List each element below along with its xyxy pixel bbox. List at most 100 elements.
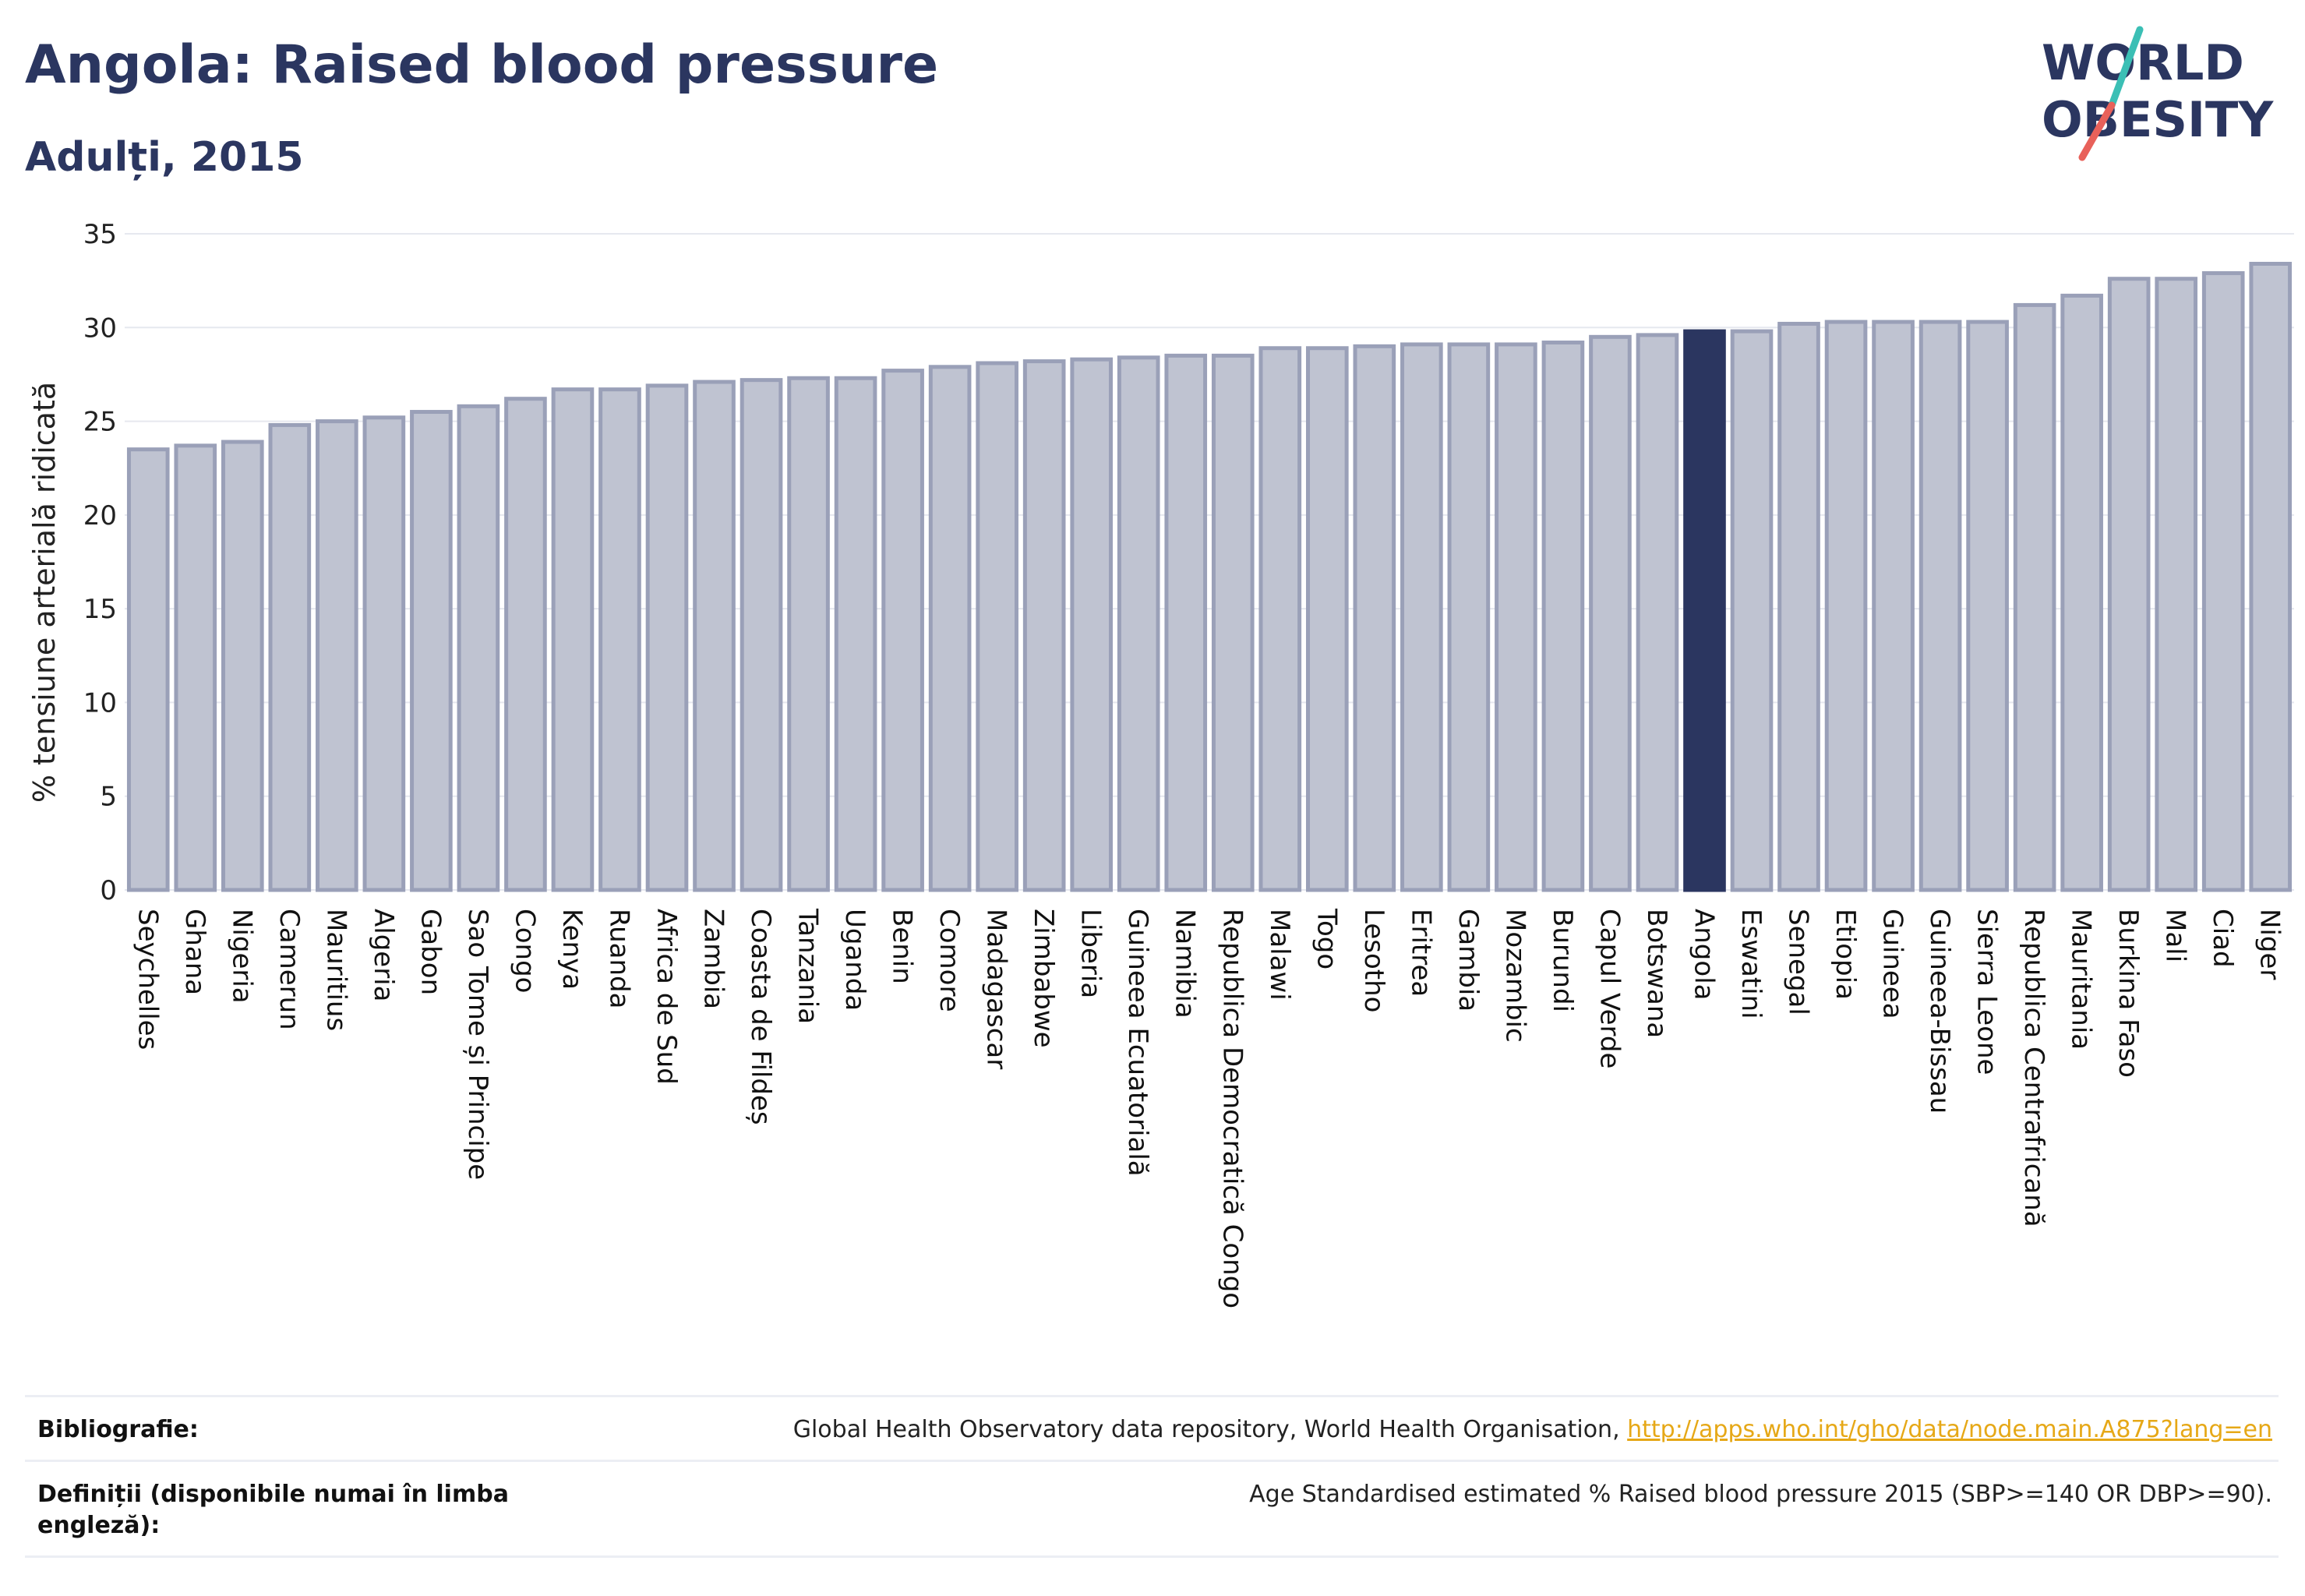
bar-zambia[interactable] [693,380,736,892]
y-tick-label: 20 [83,500,117,531]
x-tick-label: Malawi [1264,909,1295,1001]
bar-nigeria[interactable] [221,440,264,892]
x-tick-label: Uganda [839,909,870,1011]
bar-lesotho[interactable] [1353,344,1396,892]
bar-tanzania[interactable] [787,376,830,892]
bar-guineea-ecuatorial-[interactable] [1117,355,1160,892]
bar-namibia[interactable] [1164,353,1208,892]
bar-benin[interactable] [881,369,924,892]
bar-mozambic[interactable] [1495,342,1537,892]
bar-mauritania[interactable] [2060,293,2103,892]
x-tick-label: Sierra Leone [1971,909,2003,1075]
x-tick-label: Mauritius [320,909,351,1031]
x-tick-label: Guineea [1877,909,1908,1019]
x-tick-label: Coasta de Fildeș [745,909,776,1125]
bar-togo[interactable] [1305,346,1349,892]
x-tick-label: Zimbabwe [1028,909,1059,1048]
x-tick-label: Eritrea [1405,909,1436,997]
x-tick-label: Africa de Sud [651,909,682,1085]
x-tick-label: Ghana [179,909,210,995]
bibliography-text: Global Health Observatory data repositor… [793,1414,2279,1446]
bar-burundi[interactable] [1541,341,1585,892]
x-tick-label: Burkina Faso [2113,909,2144,1078]
chart-title: Angola: Raised blood pressure [25,34,939,96]
bar-liberia[interactable] [1070,357,1114,892]
y-axis-ticks: 0 5 10 15 20 25 30 35 [83,219,117,906]
bar-comore[interactable] [928,365,972,892]
bibliography-row: Bibliografie: Global Health Observatory … [25,1395,2279,1460]
chart-footer: Bibliografie: Global Health Observatory … [25,1395,2279,1558]
bar-sao-tome-i-principe[interactable] [457,404,500,892]
logo-slash-teal [2108,26,2144,109]
x-tick-label: Zambia [698,909,729,1009]
bar-congo[interactable] [504,397,547,892]
world-obesity-logo[interactable]: WORLD OBESITY [2026,23,2291,164]
bar-mali[interactable] [2155,277,2198,892]
x-tick-label: Eswatini [1735,909,1767,1019]
bar-etiopia[interactable] [1824,320,1868,892]
x-tick-label: Senegal [1783,909,1814,1015]
x-tick-label: Mauritania [2066,909,2097,1050]
x-tick-label: Kenya [556,909,588,990]
x-tick-label: Gambia [1453,909,1484,1012]
bar-madagascar[interactable] [976,361,1018,892]
bar-botswana[interactable] [1636,333,1679,892]
bar-capul-verde[interactable] [1589,334,1632,892]
bibliography-link[interactable]: http://apps.who.int/gho/data/node.main.A… [1627,1416,2272,1443]
bar-eritrea[interactable] [1400,342,1443,892]
bar-guineea-bissau[interactable] [1918,320,1962,892]
bar-uganda[interactable] [834,376,877,892]
x-tick-label: Sao Tome și Principe [462,909,493,1180]
bar-chart: 0 5 10 15 20 25 30 35 % tensiune arterială ridi… [27,219,2294,1308]
bar-mauritius[interactable] [316,419,358,892]
bar-ruanda[interactable] [598,387,641,892]
bar-malawi[interactable] [1258,346,1302,892]
x-tick-label: Gabon [415,909,446,995]
bar-zimbabwe[interactable] [1022,359,1066,892]
bar-republica-centrafrican-[interactable] [2013,302,2056,892]
x-tick-label: Tanzania [792,908,824,1024]
y-tick-label: 30 [83,312,117,344]
x-tick-label: Liberia [1075,909,1107,998]
y-tick-label: 10 [83,687,117,719]
bar-niger[interactable] [2249,261,2293,892]
bar-kenya[interactable] [551,387,595,892]
bar-ghana[interactable] [174,443,217,892]
x-tick-label: Ciad [2207,909,2238,968]
x-tick-label: Algeria [368,909,399,1001]
bar-angola[interactable] [1683,329,1726,892]
bar-seychelles[interactable] [126,447,170,892]
bar-senegal[interactable] [1777,321,1820,892]
bar-eswatini[interactable] [1730,329,1774,892]
bar-algeria[interactable] [362,415,406,892]
y-tick-label: 35 [83,219,117,250]
x-tick-label: Nigeria [226,909,257,1004]
y-tick-label: 5 [100,782,117,813]
x-tick-label: Benin [887,909,918,984]
x-tick-label: Madagascar [981,909,1012,1069]
bar-sierra-leone[interactable] [1966,320,2009,892]
y-axis-label: % tensiune arterială ridicată [27,382,62,803]
x-tick-label: Etiopia [1830,909,1861,1000]
x-axis-ticks: Seychelles Ghana Nigeria Camerun Mauritius Al… [132,908,2285,1308]
bar-africa-de-sud[interactable] [645,383,689,892]
bibliography-source: Global Health Observatory data repositor… [792,1416,1628,1443]
x-tick-label: Republica Centrafricană [2018,909,2049,1227]
bar-gambia[interactable] [1447,342,1491,892]
bar-burkina-faso[interactable] [2107,277,2151,892]
x-tick-label: Capul Verde [1594,909,1625,1068]
bar-coasta-de-filde-[interactable] [740,378,783,892]
x-tick-label: Lesotho [1358,909,1389,1012]
bar-guineea[interactable] [1872,320,1915,892]
definitions-label: Definiții (disponibile numai în limba en… [37,1481,509,1539]
bar-gabon[interactable] [410,410,453,892]
bar-ciad[interactable] [2201,271,2245,892]
bar-camerun[interactable] [268,422,312,892]
bars [126,261,2293,892]
definitions-row: Definiții (disponibile numai în limba en… [25,1460,2279,1558]
y-tick-label: 25 [83,407,117,438]
bar-republica-democratic-congo[interactable] [1211,353,1255,892]
x-tick-label: Mali [2160,909,2191,962]
logo-text-obesity: OBESITY [2042,91,2274,148]
chart-subtitle: Adulți, 2015 [25,134,304,181]
